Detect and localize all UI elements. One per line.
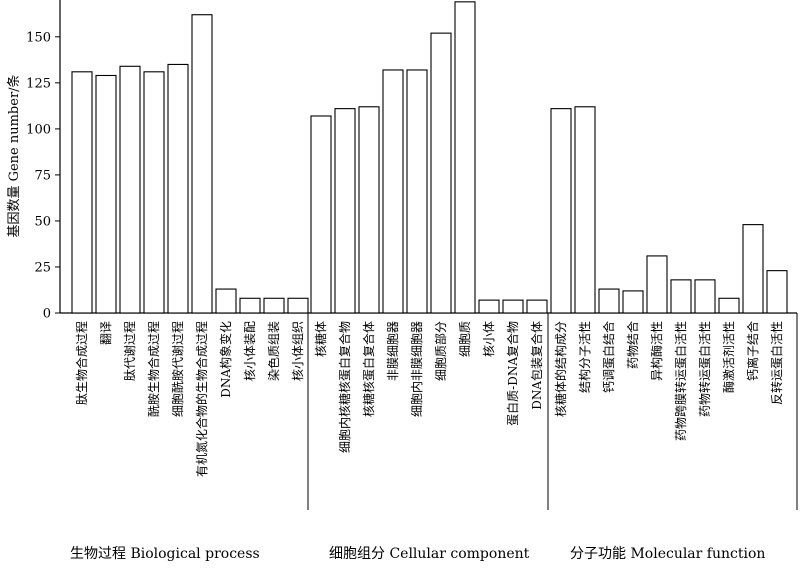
bar: [742, 224, 764, 314]
bar: [382, 69, 404, 314]
bar: [119, 65, 141, 314]
bar: [454, 1, 476, 314]
bar: [239, 297, 261, 314]
y-tick-label: 0: [43, 307, 51, 322]
bar: [263, 297, 285, 314]
category-label: 染色质组装: [266, 321, 281, 381]
y-tick-label: 125: [26, 76, 51, 91]
category-label: 药物跨膜转运蛋白活性: [673, 321, 688, 441]
bar: [430, 32, 452, 314]
category-label: 细胞质部分: [433, 321, 448, 381]
category-label: 细胞内非膜细胞器: [410, 321, 424, 417]
bar: [598, 288, 620, 314]
bar: [191, 14, 213, 314]
category-label: 肽代谢过程: [122, 321, 137, 381]
bar: [143, 71, 165, 314]
category-labels: 肽生物合成过程 翻译 肽代谢过程 酰胺生物合成过程 细胞酰胺代谢过程 有机氮化合物的生物合…: [74, 321, 784, 477]
category-label: 酶激活剂活性: [721, 321, 736, 393]
bar: [550, 108, 572, 314]
category-label: 钙调蛋白结合: [601, 321, 616, 393]
category-label: 核小体组织: [291, 321, 305, 381]
bar: [358, 106, 380, 314]
bar: [167, 63, 189, 314]
category-label: 翻译: [99, 321, 113, 345]
y-axis-label: 基因数量 Gene number/条: [6, 74, 22, 237]
category-label: 核小体装配: [243, 321, 257, 381]
category-label: 酰胺生物合成过程: [146, 321, 161, 417]
group-label: 细胞组分 Cellular component: [329, 546, 530, 562]
category-label: 核糖体: [313, 321, 328, 357]
bar: [718, 297, 740, 314]
bar: [670, 279, 692, 314]
category-label: 有机氮化合物的生物合成过程: [194, 321, 209, 477]
bar: [215, 288, 237, 314]
category-label: 细胞内核糖核蛋白复合物: [337, 321, 352, 453]
category-label: 结构分子活性: [577, 321, 592, 393]
category-label: 反转运蛋白活性: [769, 321, 784, 405]
category-label: DNA包装复合体: [529, 321, 544, 410]
group-label: 生物过程 Biological process: [70, 546, 260, 562]
bar: [478, 299, 500, 314]
category-label: 核糖核蛋白复合体: [361, 321, 376, 417]
y-tick-label: 25: [34, 260, 51, 275]
category-label: DNA构象变化: [218, 321, 233, 398]
bar: [334, 108, 356, 314]
category-label: 核糖体的结构成分: [553, 321, 568, 417]
y-axis-ticks: 0 25 50 75 100 125 150: [26, 30, 60, 322]
y-tick-label: 75: [34, 168, 51, 183]
category-label: 异构酶活性: [649, 321, 664, 381]
category-label: 蛋白质-DNA复合物: [505, 321, 520, 426]
category-label: 钙离子结合: [745, 321, 760, 381]
bar: [574, 106, 596, 314]
category-label: 核小体: [482, 321, 496, 357]
bar: [502, 299, 524, 314]
bar: [71, 71, 93, 314]
bars: [71, 1, 788, 314]
category-label: 药物转运蛋白活性: [697, 321, 712, 417]
bar: [95, 74, 117, 314]
category-label: 药物结合: [625, 321, 640, 369]
category-label: 细胞酰胺代谢过程: [170, 321, 185, 417]
category-label: 细胞质: [458, 321, 472, 357]
y-tick-label: 150: [26, 30, 51, 45]
bar: [526, 299, 548, 314]
bar: [310, 115, 332, 314]
bar: [287, 297, 309, 314]
group-label: 分子功能 Molecular function: [570, 546, 765, 562]
y-tick-label: 100: [26, 122, 51, 137]
bar: [406, 69, 428, 314]
bar: [622, 290, 644, 314]
category-label: 非膜细胞器: [386, 321, 400, 381]
y-tick-label: 50: [34, 214, 51, 229]
bar: [694, 279, 716, 314]
group-labels: 生物过程 Biological process 细胞组分 Cellular com…: [70, 546, 765, 562]
bar: [766, 270, 788, 314]
category-label: 肽生物合成过程: [74, 321, 89, 405]
bar: [646, 255, 668, 314]
